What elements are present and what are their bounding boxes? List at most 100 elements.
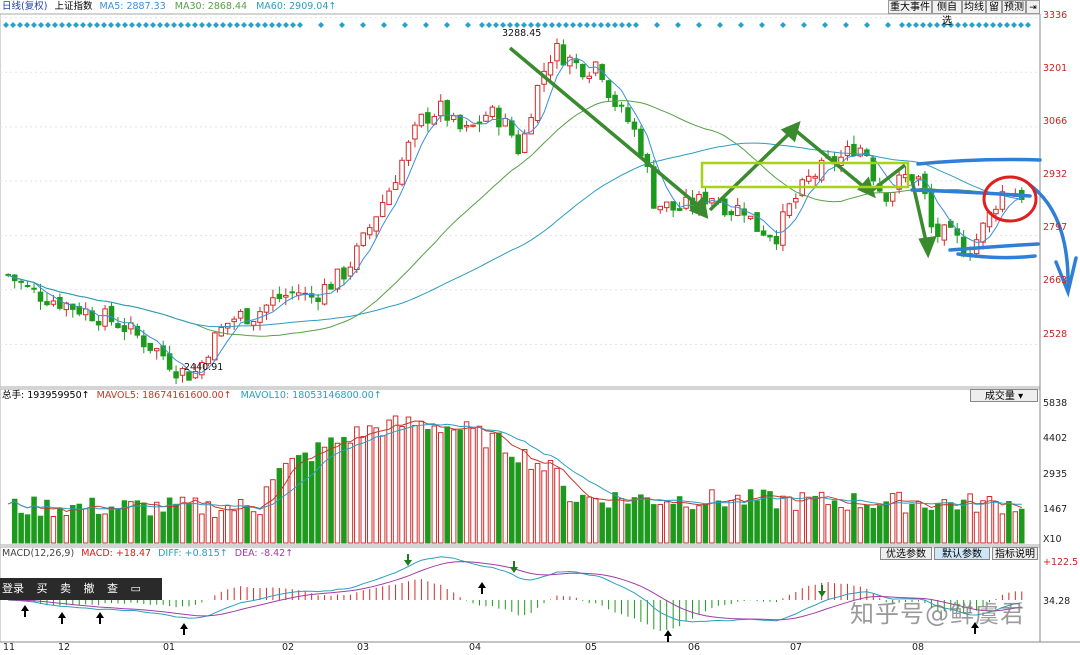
volume-bar: [379, 435, 386, 544]
volume-bar: [728, 500, 735, 544]
arrow-up-icon: [96, 612, 104, 624]
price-panel[interactable]: [0, 13, 1041, 388]
volume-bar: [928, 509, 935, 544]
candlestick: [334, 268, 341, 290]
price-tick: 2528: [1043, 329, 1068, 340]
volume-bar: [392, 415, 399, 544]
event-diamond-icon: [1011, 22, 1017, 28]
mavol5-value: MAVOL5: 18674161600.00↑: [96, 390, 232, 401]
candlestick: [173, 371, 179, 379]
blue-line-top: [916, 157, 1042, 166]
candlestick: [483, 114, 489, 122]
volume-bar: [218, 510, 225, 544]
candlestick: [818, 159, 825, 181]
event-diamond-icon: [31, 22, 37, 28]
green-arrowhead-4: [918, 235, 937, 259]
event-diamond-icon: [920, 22, 926, 28]
default-params-button[interactable]: 默认参数: [934, 547, 990, 560]
candlestick: [534, 84, 541, 121]
volume-bar: [851, 493, 857, 544]
dea-value: DEA: -8.42↑: [234, 548, 294, 559]
event-diamond-icon: [3, 22, 9, 28]
candlestick: [315, 297, 321, 303]
volume-bar: [270, 479, 276, 544]
volume-bar: [102, 513, 108, 544]
price-tick: 2663: [1043, 275, 1068, 286]
candlestick: [24, 284, 31, 287]
high-price-label: 3288.45: [502, 28, 542, 39]
close-icon[interactable]: ✕: [0, 604, 10, 617]
candlestick: [237, 310, 244, 319]
volume-bar: [192, 497, 199, 544]
volume-bar: [954, 509, 960, 544]
candlestick: [663, 201, 670, 209]
candlestick: [412, 124, 418, 140]
event-diamond-icon: [521, 22, 527, 28]
window-icon[interactable]: ▭: [130, 582, 141, 595]
candlestick: [554, 42, 560, 62]
candlestick: [528, 117, 534, 135]
volume-bar: [857, 507, 864, 544]
optimize-params-button[interactable]: 优选参数: [880, 547, 932, 560]
candlestick: [928, 191, 935, 228]
candlestick: [18, 280, 24, 283]
event-diamond-icon: [969, 22, 975, 28]
candlestick: [102, 308, 108, 327]
volume-bar: [405, 416, 412, 544]
volume-bar: [115, 508, 121, 544]
candlestick: [263, 304, 270, 313]
cancel-order-button[interactable]: 撤: [83, 582, 95, 595]
volume-bar: [373, 427, 379, 544]
volume-bar: [205, 501, 212, 544]
volume-bar: [308, 461, 315, 544]
candlestick: [373, 216, 379, 232]
green-arrow-up: [708, 126, 797, 212]
volume-bar: [754, 500, 760, 544]
buy-button[interactable]: 买: [36, 582, 48, 595]
candlestick: [580, 63, 586, 78]
toolbar-forecast-button[interactable]: 预测: [1002, 0, 1026, 14]
volume-bar: [186, 502, 192, 544]
volume-bar: [263, 486, 270, 544]
candlestick: [941, 224, 948, 241]
indicator-help-button[interactable]: 指标说明: [992, 547, 1038, 560]
trade-toolbar[interactable]: 登录 买 卖 撤 查 ▭ ✕: [0, 578, 162, 617]
event-diamond-icon: [402, 22, 408, 28]
event-diamond-icon: [136, 22, 142, 28]
volume-bar: [948, 502, 954, 544]
toolbar-watchlist-button[interactable]: 侧自选: [932, 0, 962, 27]
volume-bar: [76, 503, 82, 544]
candlestick: [283, 294, 289, 298]
mavol10-line: [8, 423, 1022, 510]
candlestick: [379, 202, 386, 217]
volume-bar: [676, 496, 683, 544]
volume-indicator-select[interactable]: 成交量 ▾: [970, 389, 1038, 402]
sell-button[interactable]: 卖: [60, 582, 71, 595]
login-button[interactable]: 登录: [2, 582, 24, 595]
candlestick: [734, 204, 741, 216]
ma30-value: MA30: 2868.44: [174, 1, 248, 12]
event-markers[interactable]: [3, 22, 1031, 28]
exit-icon[interactable]: ⇥: [1026, 0, 1040, 14]
candlestick: [870, 157, 877, 182]
event-diamond-icon: [864, 22, 870, 28]
arrow-up-icon: [21, 605, 29, 617]
volume-bar: [618, 498, 625, 544]
month-label: 11: [3, 642, 16, 653]
volume-bar: [50, 516, 57, 544]
volume-bar: [592, 497, 599, 544]
consolidation-box: [700, 161, 910, 189]
volume-bar: [805, 496, 812, 544]
event-diamond-icon: [801, 22, 807, 28]
index-name: 上证指数: [54, 1, 93, 12]
month-label: 06: [688, 642, 701, 653]
candlestick: [270, 297, 276, 306]
toolbar-window-button[interactable]: 留: [986, 0, 1002, 14]
toolbar-ma-button[interactable]: 均线: [962, 0, 986, 14]
candlestick: [638, 128, 644, 157]
query-button[interactable]: 查: [107, 582, 118, 595]
volume-bar: [444, 426, 450, 544]
volume-bar: [250, 511, 257, 544]
toolbar-major-events-button[interactable]: 重大事件: [888, 0, 932, 14]
